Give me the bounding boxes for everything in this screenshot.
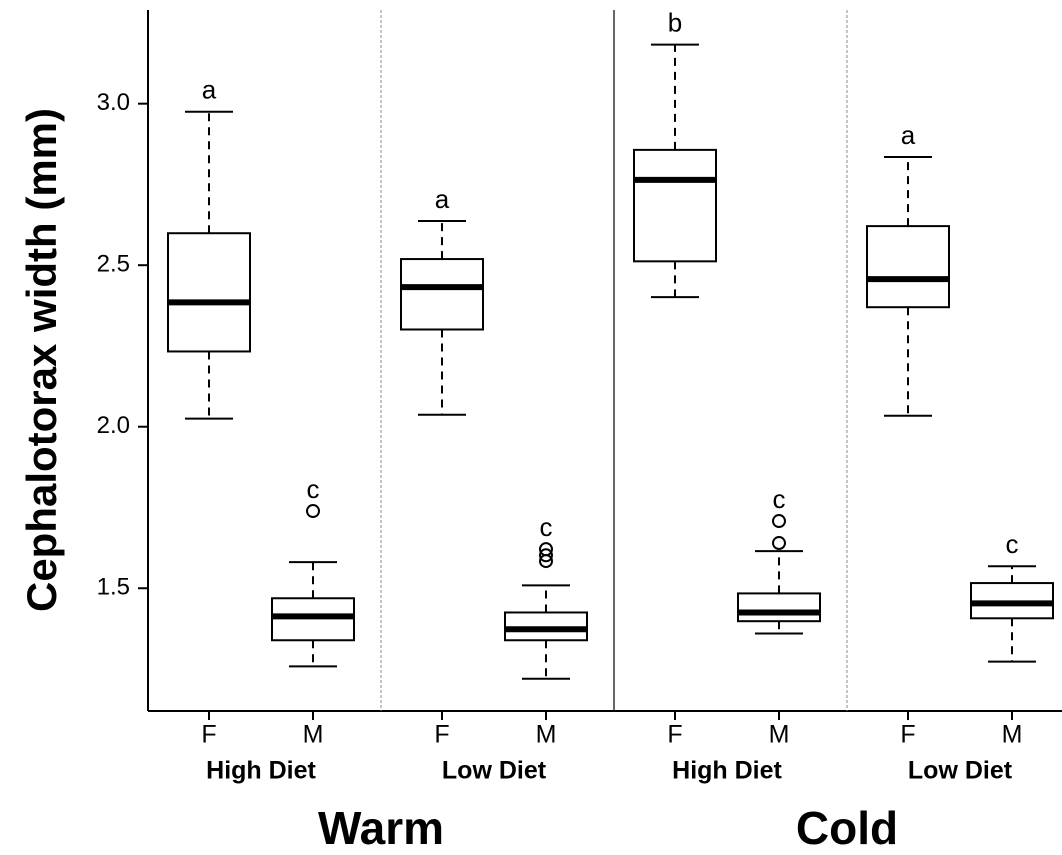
significance-label: c [773,484,786,514]
y-axis-label: Cephalotorax width (mm) [18,108,65,612]
outlier [539,554,553,569]
diet-label: Low Diet [442,757,547,785]
significance-label: a [202,75,217,105]
x-tick-label: M [536,721,557,749]
y-tick-label: 3.0 [97,89,130,116]
box [633,148,717,263]
x-tick-label: F [900,721,915,749]
temperature-label: Cold [796,802,898,854]
x-tick-label: F [667,721,682,749]
x-tick-label: M [769,721,790,749]
x-tick-label: F [434,721,449,749]
y-tick-label: 2.5 [97,251,130,278]
box [400,258,484,331]
significance-label: c [307,474,320,504]
y-tick-label: 1.5 [97,574,130,601]
significance-label: c [1006,529,1019,559]
significance-label: b [668,7,682,37]
temperature-label: Warm [318,802,444,854]
x-tick-label: F [201,721,216,749]
box [737,592,821,623]
outlier [306,504,320,519]
diet-label: High Diet [206,757,316,785]
x-tick-label: M [303,721,324,749]
outlier [772,536,786,551]
box [167,232,251,353]
diet-label: High Diet [672,757,782,785]
significance-label: c [540,512,553,542]
x-tick-label: M [1002,721,1023,749]
diet-label: Low Diet [908,757,1013,785]
significance-label: a [901,120,916,150]
y-tick-label: 2.0 [97,412,130,439]
outlier [539,548,553,563]
significance-label: a [435,184,450,214]
box [866,225,950,309]
outlier [772,514,786,529]
